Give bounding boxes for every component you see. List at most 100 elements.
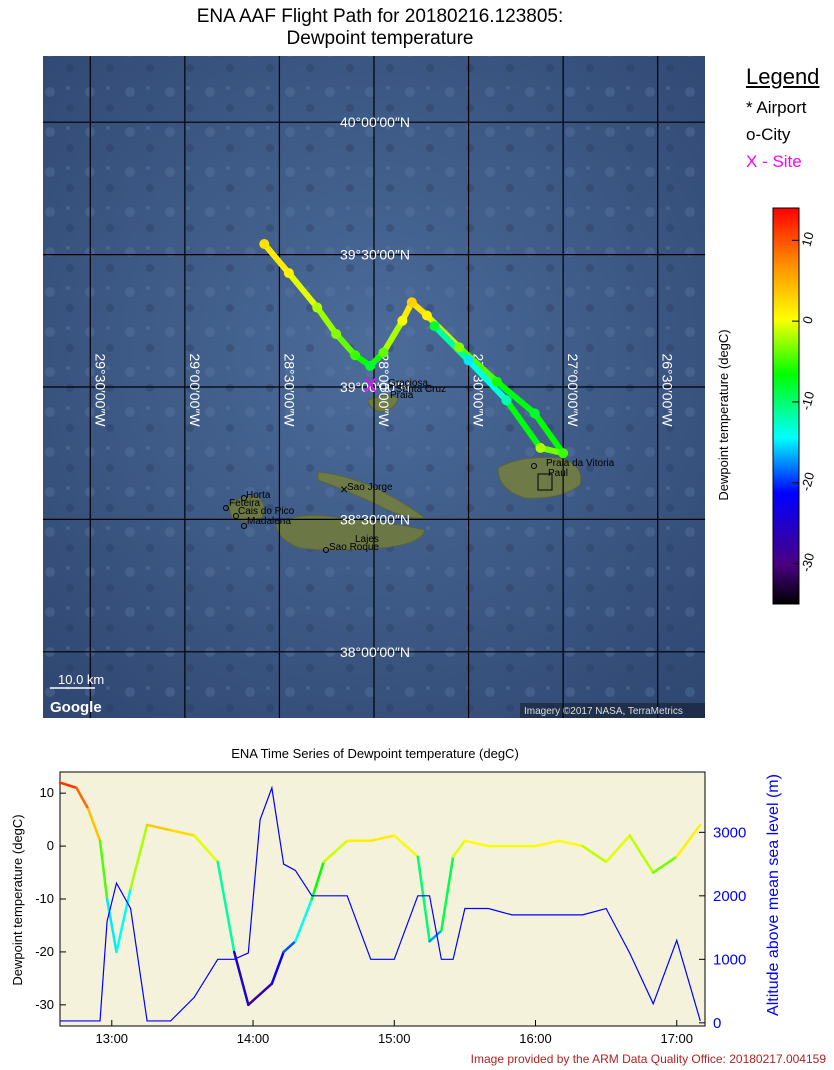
dewpoint-series	[58, 781, 702, 1007]
colorbar-tick-label: 10	[799, 230, 817, 248]
place-label-horta: Horta	[246, 490, 271, 501]
airport-marker-icon	[537, 473, 553, 491]
y2-tick-label: 1000	[713, 951, 746, 968]
x-tick-label: 14:00	[237, 1031, 270, 1046]
flight-path-segment	[456, 344, 500, 385]
flight-path-segment	[314, 304, 340, 338]
colorbar-tick-label: 0	[799, 315, 815, 326]
dewpoint-segment	[463, 839, 490, 848]
flight-path-point	[491, 376, 502, 387]
city-marker-icon	[323, 547, 329, 553]
flight-path-point	[454, 342, 465, 353]
island-sao-jorge	[317, 471, 427, 519]
altitude-series	[60, 785, 701, 1022]
flight-path-segment	[465, 357, 510, 404]
place-label-sao-jorge: Sao Jorge	[347, 482, 393, 493]
dewpoint-segment	[440, 855, 455, 932]
colorbar-gradient	[772, 207, 800, 605]
place-label-madalena: Madalena	[247, 516, 291, 527]
flight-path-segment	[503, 397, 544, 451]
dewpoint-segment	[310, 860, 325, 901]
flight-path-point	[312, 302, 323, 313]
flight-path-segment	[285, 270, 321, 311]
place-label-santa-cruz: Santa Cruz	[396, 384, 446, 395]
x-tick-label: 16:00	[519, 1031, 552, 1046]
google-logo: Google	[50, 699, 102, 716]
flight-path-point	[365, 360, 376, 371]
site-marker-icon: X	[364, 375, 377, 397]
dewpoint-segment	[169, 828, 196, 837]
dewpoint-segment	[322, 839, 349, 864]
dewpoint-segment	[86, 807, 102, 843]
lon-label: 28°00′00″W	[376, 353, 392, 427]
y-tick-label: -10	[35, 891, 54, 906]
dewpoint-segment	[416, 855, 431, 943]
place-label-feteira: Feteira	[229, 498, 261, 509]
lon-label: 26°30′00″W	[660, 353, 676, 427]
y2-tick-label: 0	[713, 1015, 721, 1032]
city-marker-icon	[531, 463, 537, 469]
map-title: ENA AAF Flight Path for 20180216.123805:…	[0, 6, 760, 50]
dewpoint-segment	[282, 940, 297, 954]
dewpoint-segment	[58, 781, 78, 790]
lat-label: 40°00′00″N	[340, 114, 410, 130]
colorbar-tick-label: -10	[798, 390, 817, 412]
flight-path-point	[529, 408, 540, 419]
dewpoint-segment	[129, 823, 149, 890]
place-label-paul: Paul	[548, 468, 568, 479]
place-label-praia: Praia	[390, 390, 414, 401]
lon-label: 29°30′00″W	[92, 353, 108, 427]
y-tick-label: -20	[35, 944, 54, 959]
flight-path-point	[406, 297, 417, 308]
dewpoint-segment	[604, 834, 631, 864]
flight-path-point	[558, 448, 569, 459]
timeseries-left-ylabel: Dewpoint temperature (degC)	[10, 814, 25, 985]
imagery-credit-bg	[520, 703, 705, 718]
dewpoint-segment	[675, 823, 702, 858]
dewpoint-segment	[247, 993, 262, 1007]
flight-path-point	[331, 329, 342, 340]
flight-path	[259, 239, 569, 459]
timeseries-title: ENA Time Series of Dewpoint temperature …	[231, 746, 519, 761]
lon-label: 29°00′00″W	[187, 353, 203, 427]
flight-path-segment	[380, 317, 406, 356]
timeseries-chart: ENA Time Series of Dewpoint temperature …	[10, 746, 782, 1046]
colorbar-tick-label: -30	[798, 551, 817, 573]
dewpoint-segment	[428, 929, 443, 943]
lat-label: 39°30′00″N	[340, 247, 410, 263]
x-tick-label: 15:00	[378, 1031, 411, 1046]
flight-path-segment	[431, 323, 472, 364]
place-label-sao-roque: Sao Roque	[329, 542, 379, 553]
dewpoint-segment	[557, 839, 584, 848]
flight-path-segment	[493, 378, 538, 417]
y-tick-label: -30	[35, 997, 54, 1012]
lat-label: 38°30′00″N	[340, 511, 410, 527]
colorbar-tick-label: -20	[798, 471, 817, 493]
dewpoint-segment	[216, 860, 236, 954]
dewpoint-segment	[581, 844, 608, 864]
legend-city: o-City	[746, 125, 791, 144]
airport-marker-icon: ×	[340, 481, 348, 497]
dewpoint-segment	[98, 839, 109, 901]
flight-path-point	[378, 347, 389, 358]
y-tick-label: 0	[47, 838, 54, 853]
island-graciosa	[367, 394, 399, 413]
dewpoint-segment	[451, 839, 467, 858]
place-label-lajes: Lajes	[355, 534, 379, 545]
lon-label: 28°30′00″W	[281, 353, 297, 427]
lat-label: 39°00′00″N	[340, 379, 410, 395]
place-label-cais-do-pico: Cais do Pico	[238, 506, 295, 517]
timeseries-right-ylabel: Altitude above mean sea level (m)	[765, 774, 782, 1016]
city-marker-icon	[233, 513, 239, 519]
arm-credit: Image provided by the ARM Data Quality O…	[470, 1052, 826, 1066]
map-grid	[43, 56, 705, 718]
flight-path-segment	[261, 241, 292, 277]
x-tick-label: 17:00	[660, 1031, 693, 1046]
dewpoint-segment	[75, 786, 90, 811]
dewpoint-segment	[145, 823, 172, 832]
map-grid-labels: 40°00′00″N 39°30′00″N 39°00′00″N 38°30′00″N…	[92, 114, 675, 660]
flight-map: 40°00′00″N 39°30′00″N 39°00′00″N 38°30′00″N…	[43, 56, 705, 718]
dewpoint-segment	[651, 855, 679, 874]
dewpoint-segment	[115, 887, 132, 954]
dewpoint-segment	[393, 834, 420, 858]
